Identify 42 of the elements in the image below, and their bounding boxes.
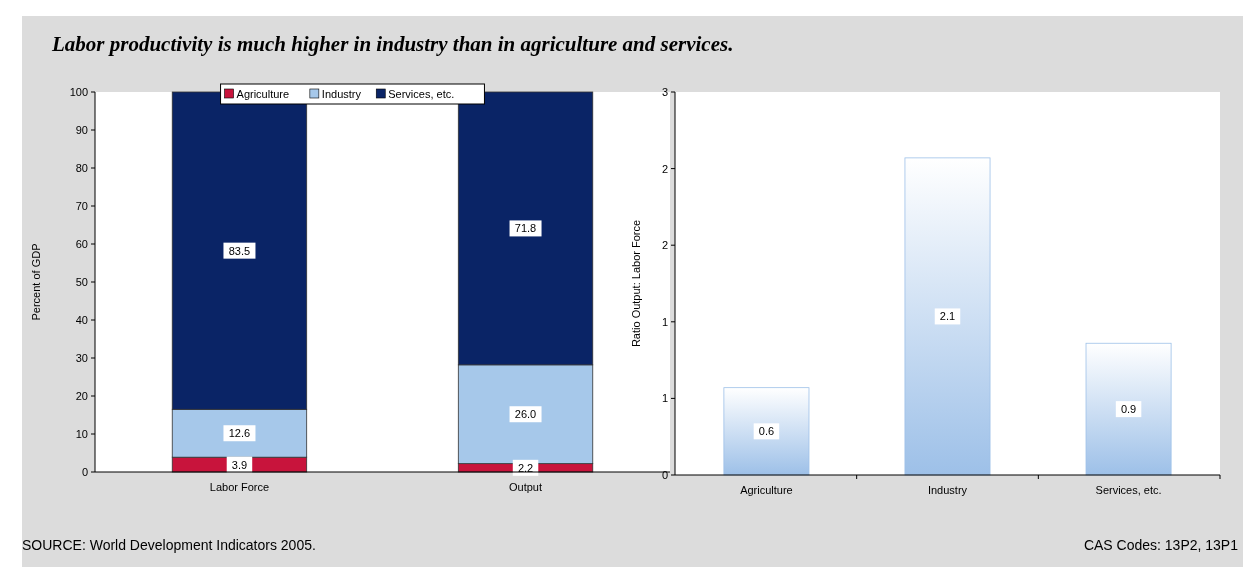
y-tick-label: 0 [81,466,88,478]
legend-label: Industry [321,88,362,100]
y-tick-label: 0 [661,469,668,481]
text: CAS Codes: 13P2, 13P1 [1083,537,1239,553]
data-label: 0.6 [758,425,775,438]
data-label: 2.1 [939,310,956,323]
source-note: SOURCE: World Development Indicators 2005. [22,537,316,553]
data-label: 12.6 [228,427,251,440]
y-tick-label: 3 [661,86,668,98]
y-tick-label: 100 [69,86,88,98]
bar [1085,342,1172,476]
data-label: 83.5 [228,244,251,257]
data-label: 2.2 [517,461,534,474]
data-label: 3.9 [231,458,248,471]
x-tick-label: Services, etc. [1095,484,1162,496]
y-tick-label: 60 [75,238,88,250]
x-tick-label: Industry [927,484,968,496]
y-tick-label: 90 [75,124,88,136]
x-tick-label: Labor Force [209,481,270,493]
y-tick-label: 30 [75,352,88,364]
legend-label: Agriculture [236,88,290,100]
y-tick-label: 1 [661,392,668,405]
legend-label: Services, etc. [388,88,455,100]
bar [904,157,991,476]
y-tick-label: 2 [661,162,668,175]
bar [723,387,810,476]
y-tick-label: 40 [75,314,88,326]
x-tick-label: Agriculture [740,484,793,496]
y-tick-label: 20 [75,390,88,402]
data-label: 26.0 [514,408,537,421]
x-tick-label: Output [509,481,543,493]
y-tick-label: 10 [75,428,88,440]
y-tick-label: 70 [75,200,88,212]
y-tick-label: 80 [75,162,88,174]
chart-title: Labor productivity is much higher in industry than in agriculture and services. [51,32,734,56]
data-label: 0.9 [1120,403,1137,416]
y-axis-title: Percent of GDP [30,243,42,321]
y-axis-title: Ratio Output: Labor Force [630,219,642,348]
y-tick-label: 1 [661,315,668,328]
data-label: 71.8 [514,222,537,235]
y-tick-label: 2 [661,239,668,252]
y-tick-label: 50 [75,276,88,288]
